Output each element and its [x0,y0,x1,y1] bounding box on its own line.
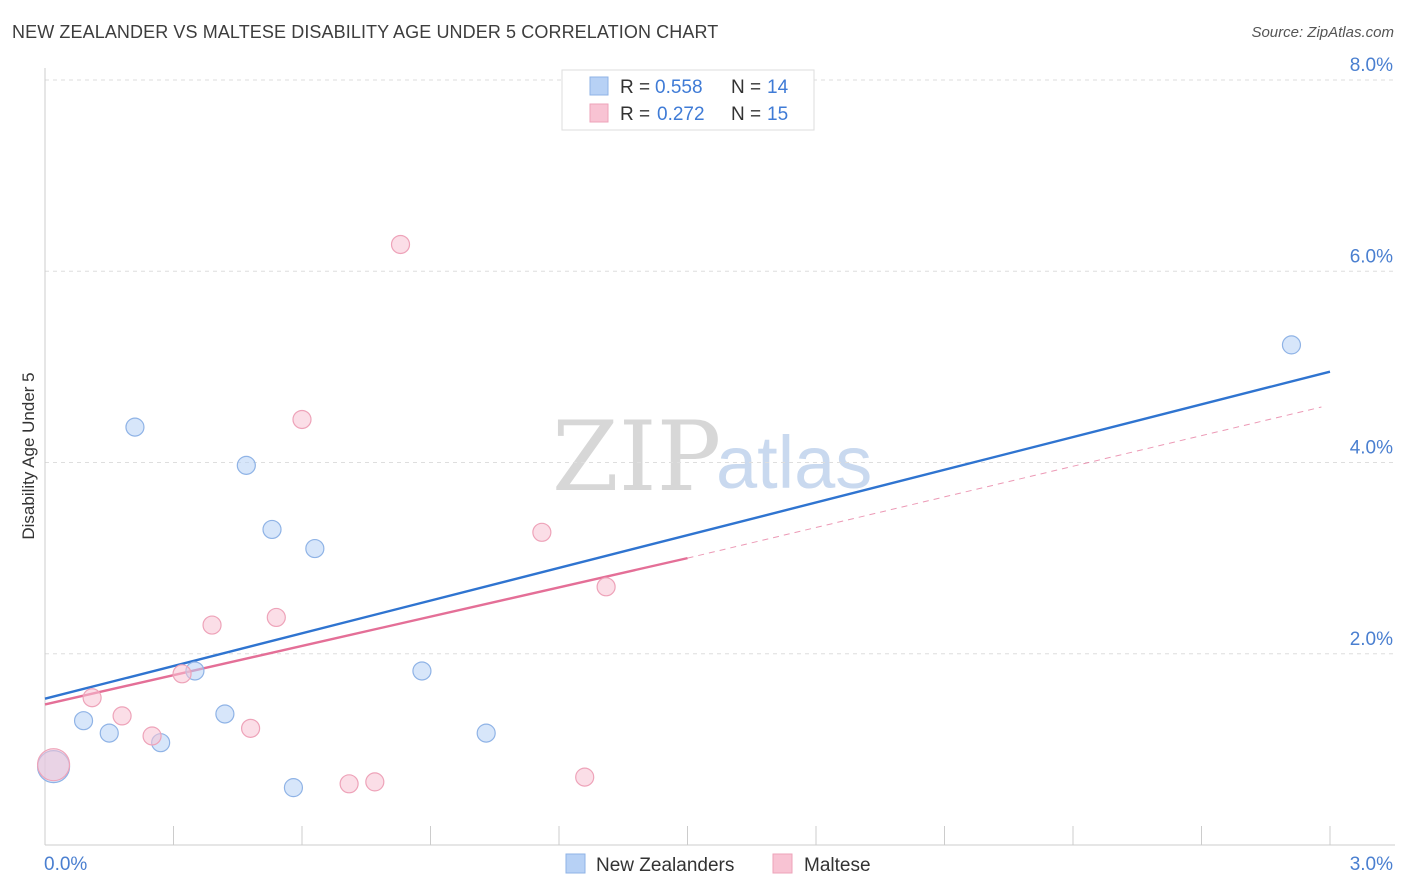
series-legend: New Zealanders Maltese [565,853,871,876]
watermark-zip: ZIP [552,401,721,513]
point-new-zealanders-2 [99,723,119,743]
stats-n-value-blue: 14 [767,77,789,98]
trend-line-1 [44,556,688,706]
point-new-zealanders-1 [73,711,94,731]
stats-legend-swatch-pink [589,103,609,123]
trend-line-extension-1 [687,406,1322,559]
stats-n-label-pink: N = [731,104,761,125]
point-new-zealanders-3 [125,417,145,437]
point-new-zealanders-12 [476,723,496,743]
point-new-zealanders-6 [215,704,235,724]
point-maltese-12 [532,522,552,542]
point-maltese-13 [575,767,595,787]
point-maltese-2 [112,706,132,726]
point-maltese-9 [339,774,359,794]
point-maltese-5 [202,615,222,635]
grid-lines [45,79,1395,655]
point-maltese-0 [36,748,71,782]
stats-legend-swatch-blue [589,76,609,96]
legend-label-maltese: Maltese [804,855,871,876]
point-maltese-7 [266,607,286,628]
point-maltese-8 [292,409,312,430]
data-points [36,234,1302,798]
point-maltese-3 [142,726,162,746]
legend-swatch-new-zealanders [565,853,586,874]
y-tick-label-0: 2.0% [1350,629,1393,650]
point-new-zealanders-10 [305,538,325,559]
point-new-zealanders-7 [236,455,256,475]
y-tick-label-2: 6.0% [1350,246,1393,267]
point-new-zealanders-9 [283,778,304,798]
point-maltese-14 [596,577,616,597]
point-maltese-11 [390,234,411,255]
point-maltese-1 [82,688,102,708]
axes [44,68,1395,846]
point-maltese-10 [365,772,385,792]
stats-r-value-blue: 0.558 [655,77,703,98]
chart-title: NEW ZEALANDER VS MALTESE DISABILITY AGE … [12,22,719,42]
point-maltese-6 [241,718,261,738]
point-new-zealanders-11 [412,661,432,681]
y-tick-label-3: 8.0% [1350,55,1393,76]
point-new-zealanders-13 [1281,335,1302,355]
stats-r-label-pink: R = [620,104,650,125]
stats-n-value-pink: 15 [767,104,788,125]
y-axis-label: Disability Age Under 5 [19,372,38,539]
point-maltese-4 [172,664,192,684]
x-tick-label-1: 3.0% [1350,854,1393,875]
tick-labels: 2.0% 4.0% 6.0% 8.0% 0.0% 3.0% [44,55,1393,875]
source-label: Source: ZipAtlas.com [1251,24,1394,41]
stats-legend: R = 0.558 N = 14 R = 0.272 N = 15 [561,69,815,131]
stats-r-label-blue: R = [620,77,650,98]
legend-label-new-zealanders: New Zealanders [596,855,734,876]
x-tick-label-0: 0.0% [44,854,87,875]
stats-r-value-pink: 0.272 [657,104,705,125]
point-new-zealanders-8 [262,519,282,540]
stats-n-label-blue: N = [731,77,761,98]
legend-swatch-maltese [772,853,793,874]
y-tick-label-1: 4.0% [1350,438,1393,459]
trend-lines [44,370,1331,706]
trend-line-0 [44,370,1331,700]
